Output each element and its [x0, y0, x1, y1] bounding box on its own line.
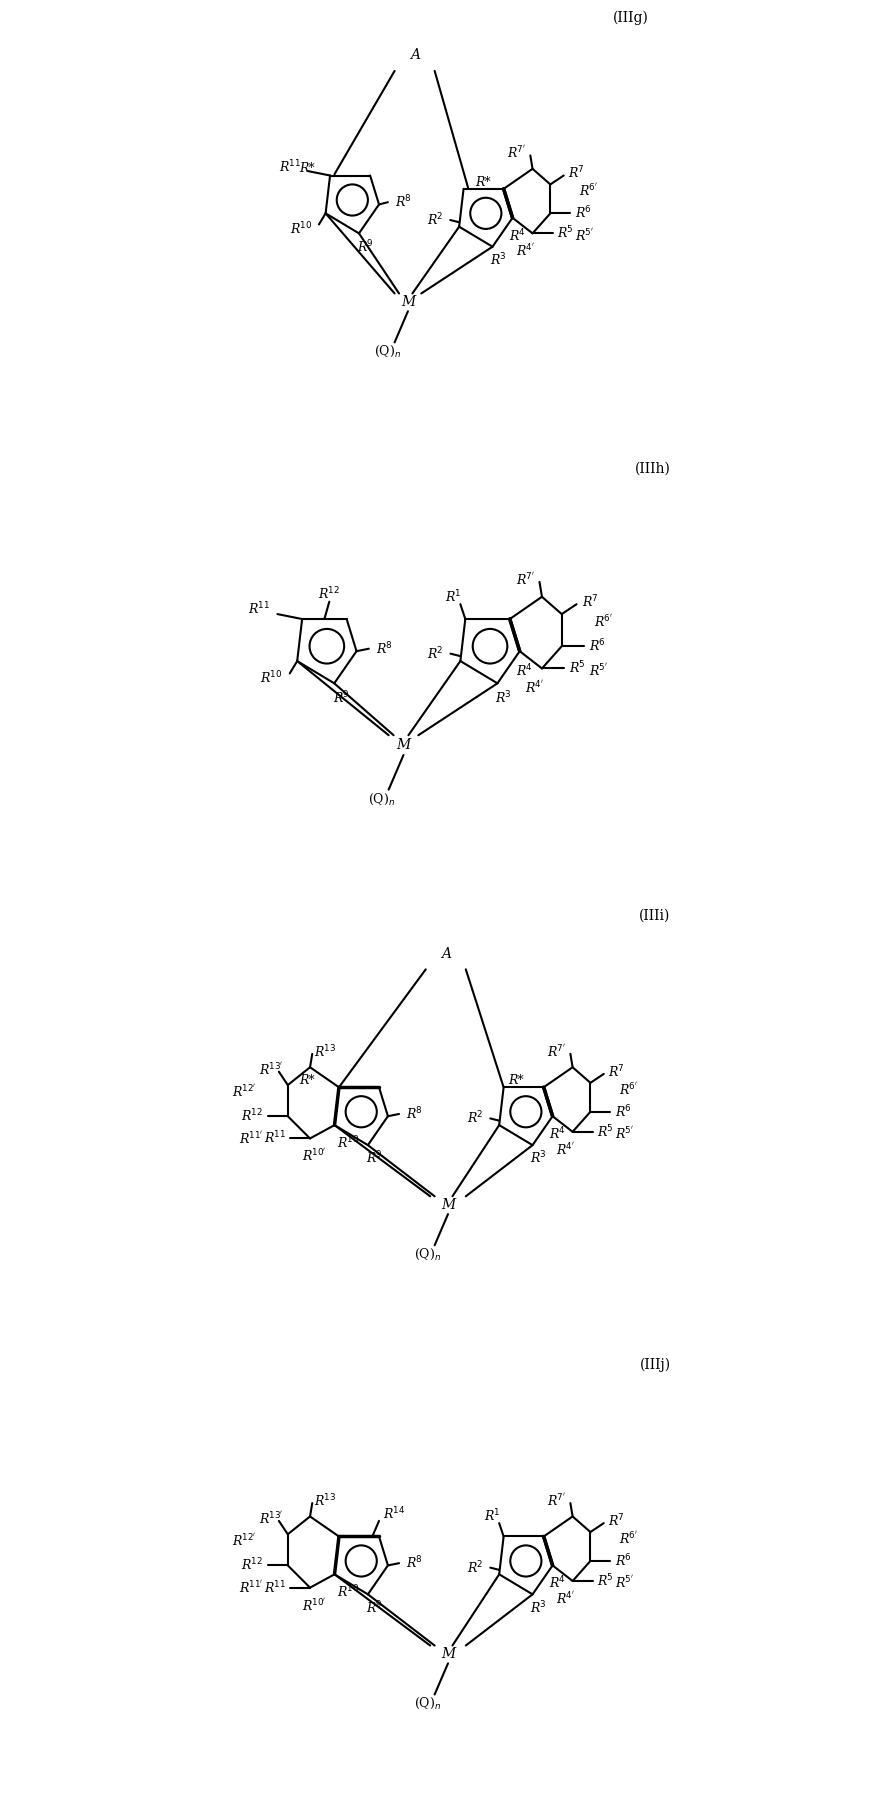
Text: R$^{10}$: R$^{10}$	[337, 1135, 359, 1151]
Text: (Q)$_n$: (Q)$_n$	[415, 1246, 442, 1263]
Text: R$^{4}$: R$^{4}$	[548, 1574, 565, 1592]
Text: R$^{2}$: R$^{2}$	[427, 213, 444, 229]
Text: R$^{10'}$: R$^{10'}$	[302, 1597, 327, 1614]
Text: R$^{4'}$: R$^{4'}$	[556, 1590, 575, 1606]
Text: (Q)$_n$: (Q)$_n$	[415, 1697, 442, 1711]
Text: R$^{5}$: R$^{5}$	[569, 661, 586, 677]
Text: R$^{10}$: R$^{10}$	[290, 220, 313, 238]
Text: R$^{1}$: R$^{1}$	[444, 589, 461, 605]
Text: R$^{14}$: R$^{14}$	[383, 1506, 406, 1522]
Text: R$^{10}$: R$^{10}$	[337, 1583, 359, 1601]
Text: R$^{12'}$: R$^{12'}$	[232, 1533, 256, 1549]
Text: R$^{2}$: R$^{2}$	[468, 1560, 484, 1576]
Text: R$^{4'}$: R$^{4'}$	[525, 681, 544, 697]
Text: R$^{2}$: R$^{2}$	[426, 645, 443, 663]
Text: R$^{5}$: R$^{5}$	[557, 225, 573, 241]
Text: R$^{7}$: R$^{7}$	[582, 593, 599, 611]
Text: R$^{12'}$: R$^{12'}$	[232, 1084, 256, 1100]
Text: R$^{9}$: R$^{9}$	[366, 1151, 383, 1167]
Text: R$^{11'}$: R$^{11'}$	[238, 1579, 263, 1596]
Text: (IIIj): (IIIj)	[640, 1358, 670, 1372]
Text: R$^{4}$: R$^{4}$	[509, 227, 525, 243]
Text: (Q)$_n$: (Q)$_n$	[367, 792, 395, 807]
Text: R$^{13}$: R$^{13}$	[314, 1493, 337, 1509]
Text: R$^{5'}$: R$^{5'}$	[589, 663, 607, 679]
Text: R$^{8}$: R$^{8}$	[406, 1106, 422, 1122]
Text: R$^{9}$: R$^{9}$	[366, 1599, 383, 1615]
Text: R$^{11}$: R$^{11}$	[280, 158, 301, 175]
Text: R$^{13'}$: R$^{13'}$	[259, 1511, 283, 1527]
Text: R$^{11'}$: R$^{11'}$	[238, 1131, 263, 1147]
Text: R$^{10}$: R$^{10}$	[260, 670, 282, 686]
Text: R$^{4'}$: R$^{4'}$	[516, 243, 536, 259]
Text: R$^{5'}$: R$^{5'}$	[575, 227, 594, 243]
Text: R$^{7}$: R$^{7}$	[608, 1513, 625, 1529]
Text: R$^{7'}$: R$^{7'}$	[507, 146, 526, 162]
Text: R$^{6'}$: R$^{6'}$	[594, 614, 613, 630]
Text: R$^{4}$: R$^{4}$	[516, 663, 533, 679]
Text: R$^{3}$: R$^{3}$	[530, 1151, 547, 1167]
Text: R$^{10'}$: R$^{10'}$	[302, 1147, 327, 1165]
Text: R$^{3}$: R$^{3}$	[495, 690, 512, 706]
Text: R$^{6'}$: R$^{6'}$	[580, 184, 599, 200]
Text: R$^{1}$: R$^{1}$	[484, 1507, 501, 1525]
Text: R$^{5}$: R$^{5}$	[597, 1124, 614, 1140]
Text: R$^{11}$: R$^{11}$	[263, 1131, 286, 1147]
Text: M: M	[441, 1198, 455, 1212]
Text: R$^{2}$: R$^{2}$	[468, 1109, 484, 1127]
Text: R$^{6}$: R$^{6}$	[575, 205, 591, 222]
Text: R$^{7}$: R$^{7}$	[608, 1063, 625, 1081]
Text: R$^{6'}$: R$^{6'}$	[619, 1531, 638, 1547]
Text: R$^{7'}$: R$^{7'}$	[547, 1043, 566, 1059]
Text: R$^{3}$: R$^{3}$	[490, 252, 507, 268]
Text: R$^{9}$: R$^{9}$	[358, 238, 374, 256]
Text: R$^{4}$: R$^{4}$	[548, 1126, 565, 1142]
Text: M: M	[441, 1648, 455, 1661]
Text: R$^{8}$: R$^{8}$	[394, 195, 411, 211]
Text: R$^{3}$: R$^{3}$	[530, 1599, 547, 1615]
Text: R$^{13'}$: R$^{13'}$	[259, 1061, 283, 1077]
Text: R$^{8}$: R$^{8}$	[406, 1554, 422, 1572]
Text: R$^{11}$: R$^{11}$	[248, 602, 270, 618]
Text: A: A	[409, 49, 419, 63]
Text: R$^{7'}$: R$^{7'}$	[515, 571, 535, 587]
Text: R$^{5'}$: R$^{5'}$	[615, 1126, 633, 1142]
Text: R$^{5}$: R$^{5}$	[597, 1572, 614, 1588]
Text: (IIIg): (IIIg)	[612, 11, 649, 25]
Text: R$^{6'}$: R$^{6'}$	[619, 1081, 638, 1097]
Text: R$^{12}$: R$^{12}$	[241, 1558, 263, 1574]
Text: M: M	[401, 295, 415, 310]
Text: R$^{5'}$: R$^{5'}$	[615, 1576, 633, 1592]
Text: M: M	[396, 738, 410, 753]
Text: R*: R*	[299, 1073, 314, 1088]
Text: R$^{13}$: R$^{13}$	[314, 1043, 337, 1061]
Text: A: A	[441, 947, 451, 960]
Text: R*: R*	[299, 162, 314, 175]
Text: (Q)$_n$: (Q)$_n$	[375, 344, 401, 358]
Text: R$^{12}$: R$^{12}$	[241, 1108, 263, 1124]
Text: R*: R*	[475, 176, 490, 189]
Text: R$^{7'}$: R$^{7'}$	[547, 1493, 566, 1509]
Text: R$^{8}$: R$^{8}$	[376, 641, 393, 657]
Text: R$^{6}$: R$^{6}$	[615, 1104, 632, 1120]
Text: R$^{6}$: R$^{6}$	[589, 638, 606, 654]
Text: (IIIh): (IIIh)	[634, 461, 670, 475]
Text: R$^{11}$: R$^{11}$	[263, 1579, 286, 1596]
Text: R$^{6}$: R$^{6}$	[615, 1552, 632, 1569]
Text: R$^{9}$: R$^{9}$	[333, 690, 350, 706]
Text: R$^{7}$: R$^{7}$	[568, 166, 585, 182]
Text: R*: R*	[508, 1073, 523, 1088]
Text: R$^{4'}$: R$^{4'}$	[556, 1142, 575, 1158]
Text: R$^{12}$: R$^{12}$	[318, 585, 340, 603]
Text: (IIIi): (IIIi)	[639, 910, 670, 922]
